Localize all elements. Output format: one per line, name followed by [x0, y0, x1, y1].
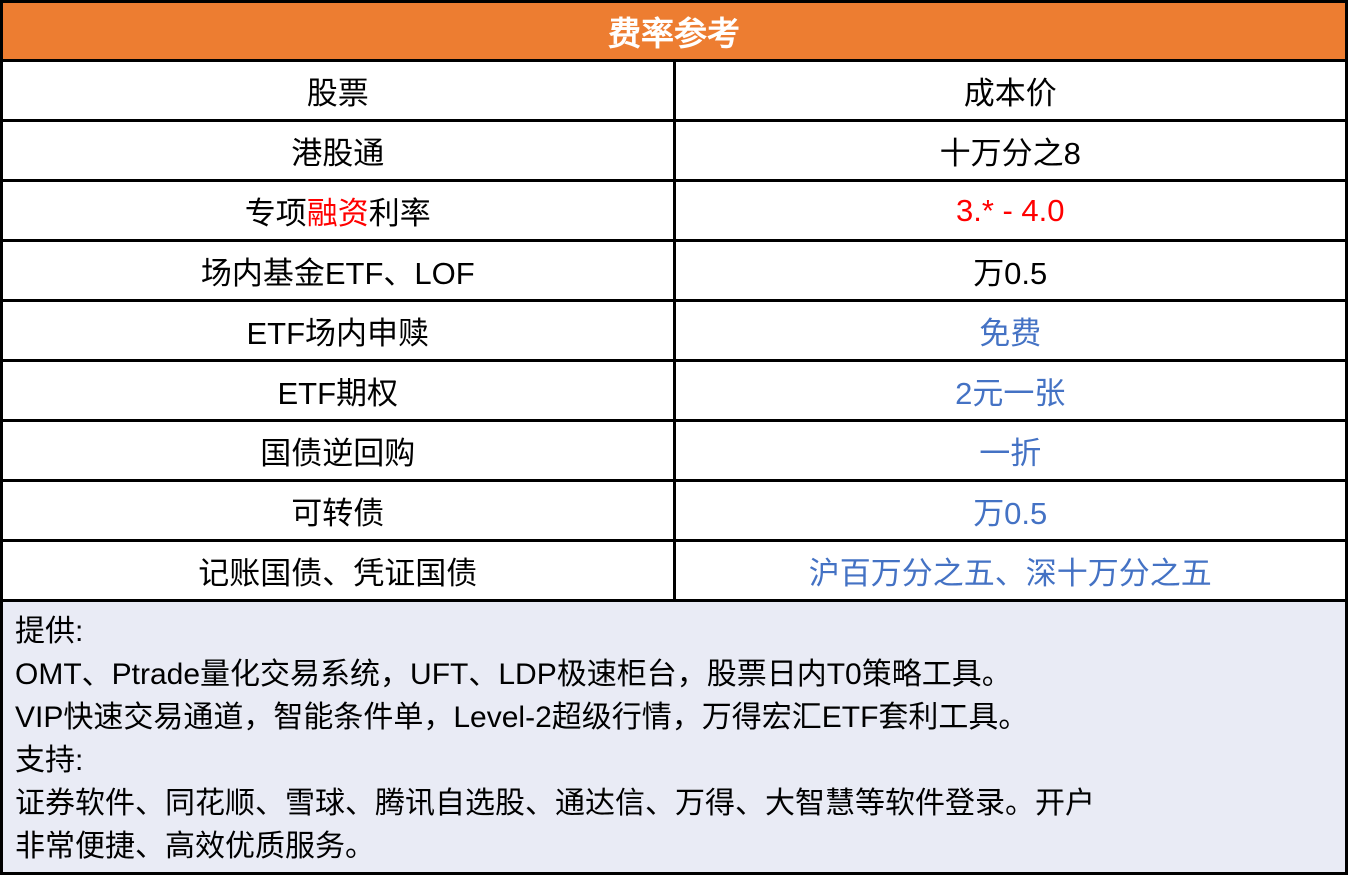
info-line: 提供: [15, 615, 84, 648]
info-line: 证券软件、同花顺、雪球、腾讯自选股、通达信、万得、大智慧等软件登录。开户 [15, 787, 1095, 820]
row-label-cell: 国债逆回购 [3, 422, 676, 479]
table-row: ETF场内申赎 免费 [3, 302, 1345, 362]
row-label-cell: 可转债 [3, 482, 676, 539]
cell-text: ETF场内申赎 [246, 316, 430, 351]
cell-text: 股票 [306, 76, 369, 111]
table-row: 场内基金ETF、LOF 万0.5 [3, 242, 1345, 302]
table-row: 记账国债、凭证国债 沪百万分之五、深十万分之五 [3, 542, 1345, 602]
cell-text: 万0.5 [973, 256, 1048, 291]
row-value-cell: 免费 [676, 302, 1346, 359]
row-label-cell: 港股通 [3, 122, 676, 179]
cell-text: 港股通 [291, 136, 385, 171]
row-label-cell: ETF期权 [3, 362, 676, 419]
cell-text: 万0.5 [973, 496, 1048, 531]
page-title: 费率参考 [3, 3, 1345, 62]
cell-text: 免费 [979, 316, 1042, 351]
cell-text: 可转债 [291, 496, 385, 531]
table-row: 国债逆回购 一折 [3, 422, 1345, 482]
row-value-cell: 一折 [676, 422, 1346, 479]
cell-text: 场内基金ETF、LOF [200, 256, 475, 291]
row-value-cell: 2元一张 [676, 362, 1346, 419]
cell-text: 十万分之8 [939, 136, 1081, 171]
cell-text: 国债逆回购 [260, 436, 416, 471]
row-value-cell: 3.* - 4.0 [676, 182, 1346, 239]
row-label-cell: ETF场内申赎 [3, 302, 676, 359]
cell-text: 3.* - 4.0 [955, 192, 1065, 228]
table-row: 可转债 万0.5 [3, 482, 1345, 542]
info-line: VIP快速交易通道，智能条件单，Level-2超级行情，万得宏汇ETF套利工具。 [15, 701, 1029, 734]
fee-rows: 股票 成本价港股通 十万分之8 专项 融资 利率 3.* - 4.0 场内基金ETF、LOF 万… [3, 62, 1345, 602]
row-value-cell: 沪百万分之五、深十万分之五 [676, 542, 1346, 599]
info-line: 支持: [15, 744, 84, 777]
row-label-cell: 场内基金ETF、LOF [3, 242, 676, 299]
info-line: 非常便捷、高效优质服务。 [15, 830, 375, 863]
row-label-cell: 股票 [3, 62, 676, 119]
cell-text: 记账国债、凭证国债 [198, 556, 478, 591]
cell-text: 融资 [306, 196, 369, 231]
table-row: 专项 融资 利率 3.* - 4.0 [3, 182, 1345, 242]
info-line: OMT、Ptrade量化交易系统，UFT、LDP极速柜台，股票日内T0策略工具。 [15, 658, 1012, 691]
table-row: ETF期权 2元一张 [3, 362, 1345, 422]
cell-text: ETF期权 [277, 376, 399, 411]
row-value-cell: 万0.5 [676, 242, 1346, 299]
cell-text: 专项 [244, 196, 307, 231]
row-value-cell: 十万分之8 [676, 122, 1346, 179]
cell-text: 沪百万分之五、深十万分之五 [808, 556, 1212, 591]
cell-text: 一折 [979, 436, 1042, 471]
cell-text: 成本价 [963, 76, 1057, 111]
table-row: 港股通 十万分之8 [3, 122, 1345, 182]
row-value-cell: 万0.5 [676, 482, 1346, 539]
row-value-cell: 成本价 [676, 62, 1346, 119]
info-panel: 提供: OMT、Ptrade量化交易系统，UFT、LDP极速柜台，股票日内T0策略… [3, 602, 1345, 872]
cell-text: 2元一张 [955, 376, 1066, 411]
table-row: 股票 成本价 [3, 62, 1345, 122]
row-label-cell: 专项 融资 利率 [3, 182, 676, 239]
row-label-cell: 记账国债、凭证国债 [3, 542, 676, 599]
cell-text: 利率 [368, 196, 431, 231]
